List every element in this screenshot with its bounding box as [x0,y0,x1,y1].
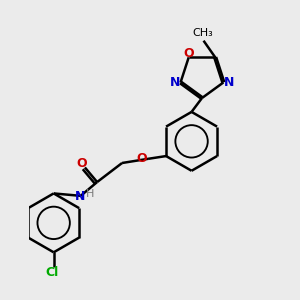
Text: N: N [224,76,234,89]
Text: N: N [75,190,85,203]
Text: O: O [136,152,147,165]
Text: Cl: Cl [45,266,58,279]
Text: O: O [183,47,194,60]
Text: CH₃: CH₃ [192,28,213,38]
Text: H: H [86,190,94,200]
Text: O: O [76,157,87,170]
Text: N: N [170,76,181,89]
